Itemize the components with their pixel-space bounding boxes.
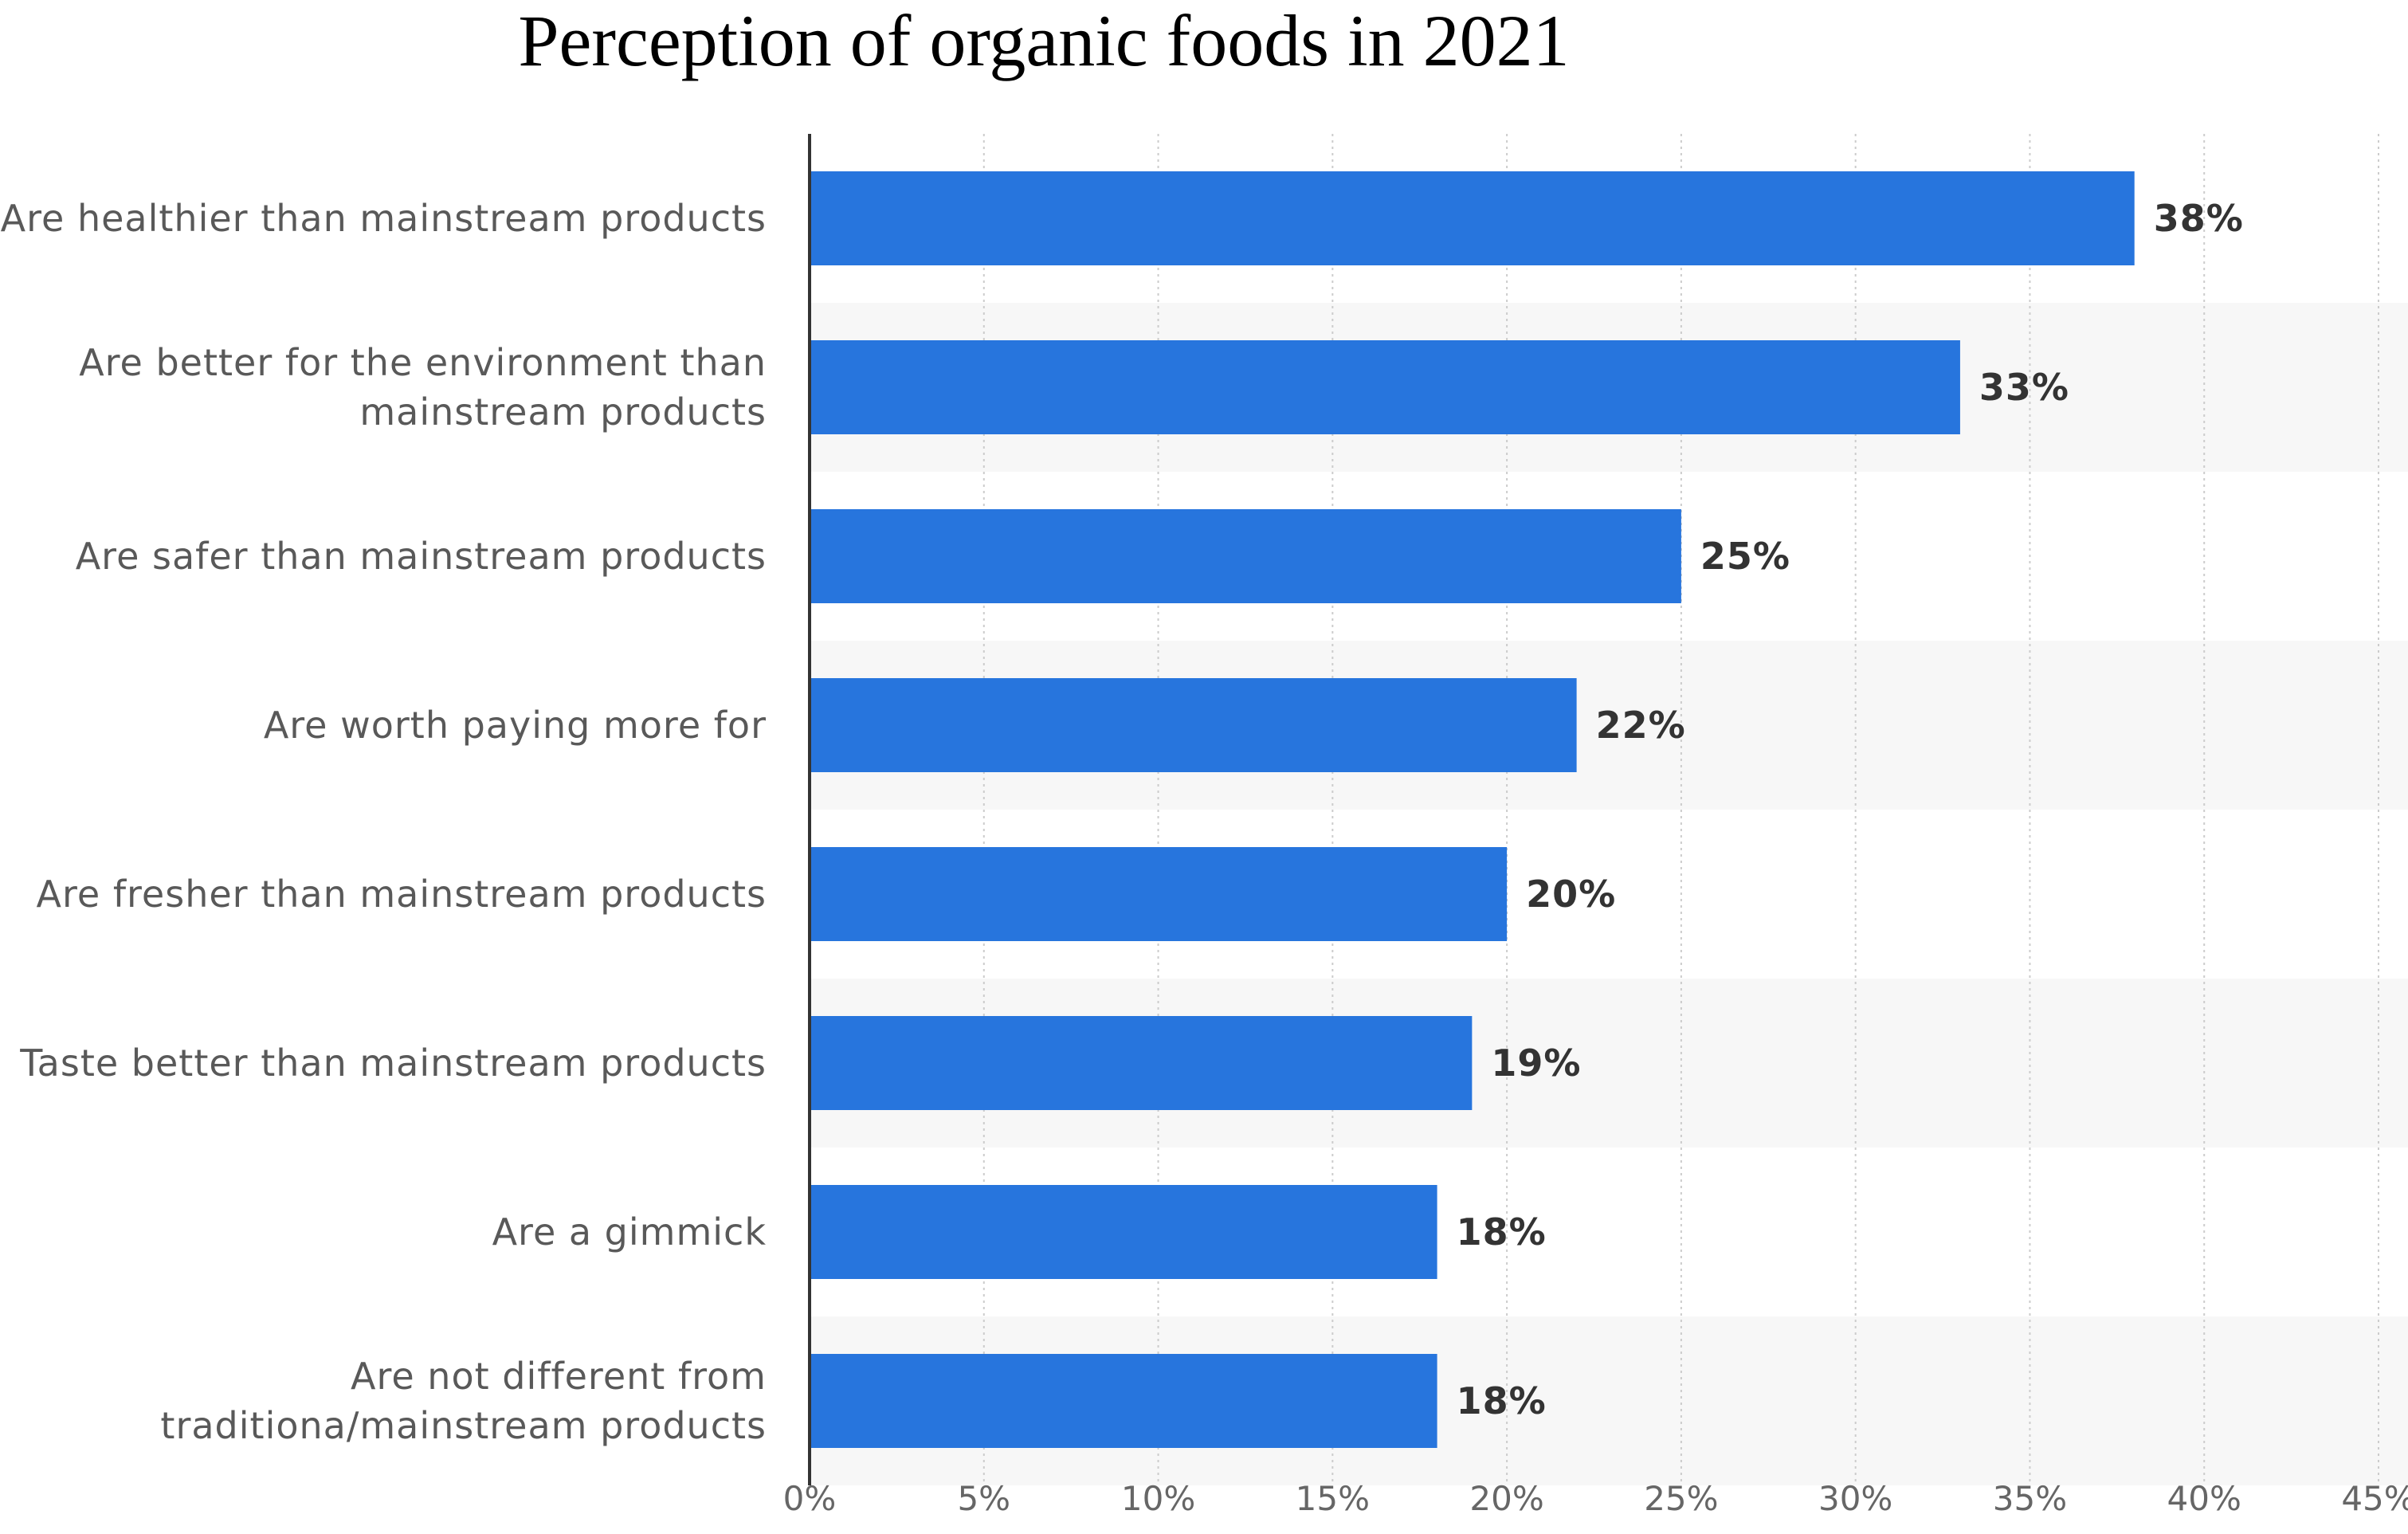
value-label: 38% — [2154, 197, 2244, 240]
bar-7 — [810, 1354, 1437, 1448]
category-label: Are healthier than mainstream products — [1, 197, 767, 240]
category-labels: Are healthier than mainstream products Ar… — [1, 197, 767, 1447]
x-tick-label: 0% — [783, 1479, 837, 1518]
category-label: Are not different from — [351, 1355, 767, 1398]
category-label: Are safer than mainstream products — [76, 535, 767, 578]
value-label: 22% — [1596, 704, 1686, 747]
value-labels: 38% 33% 25% 22% 20% 19% 18% 18% — [1457, 197, 2244, 1422]
x-tick-label: 30% — [1818, 1479, 1892, 1518]
value-label: 33% — [1979, 366, 2069, 409]
bar-0 — [810, 171, 2135, 265]
category-label: traditiona/mainstream products — [160, 1404, 767, 1447]
category-label: Taste better than mainstream products — [19, 1042, 767, 1085]
bar-5 — [810, 1016, 1473, 1110]
value-label: 19% — [1491, 1042, 1581, 1085]
bar-6 — [810, 1185, 1437, 1279]
x-tick-label: 35% — [1993, 1479, 2067, 1518]
x-tick-label: 45% — [2341, 1479, 2408, 1518]
x-tick-label: 40% — [2167, 1479, 2241, 1518]
bar-3 — [810, 678, 1577, 772]
value-label: 20% — [1526, 873, 1616, 916]
value-label: 18% — [1457, 1379, 1547, 1422]
category-label: mainstream products — [359, 390, 767, 434]
bars — [810, 171, 2135, 1448]
x-tick-label: 15% — [1296, 1479, 1370, 1518]
x-tick-labels: 0% 5% 10% 15% 20% 25% 30% 35% 40% 45% — [783, 1479, 2408, 1518]
x-tick-label: 25% — [1644, 1479, 1718, 1518]
chart-title: Perception of organic foods in 2021 — [518, 0, 1569, 81]
value-label: 25% — [1700, 535, 1790, 578]
category-label: Are worth paying more for — [264, 704, 767, 747]
category-label: Are better for the environment than — [79, 341, 767, 384]
bar-2 — [810, 509, 1681, 603]
row-bands — [810, 303, 2408, 1485]
category-label: Are fresher than mainstream products — [37, 873, 767, 916]
x-tick-label: 5% — [957, 1479, 1010, 1518]
bar-1 — [810, 340, 1960, 434]
x-tick-label: 20% — [1469, 1479, 1543, 1518]
x-tick-label: 10% — [1121, 1479, 1195, 1518]
bar-4 — [810, 847, 1508, 941]
category-label: Are a gimmick — [492, 1210, 767, 1253]
value-label: 18% — [1457, 1210, 1547, 1253]
